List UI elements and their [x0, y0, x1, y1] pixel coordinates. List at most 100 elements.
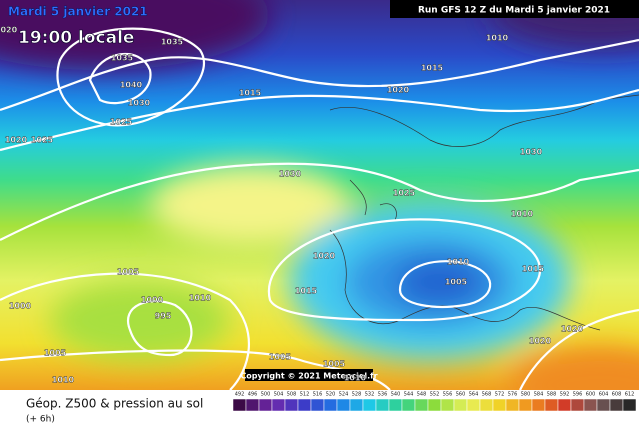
isobar-label: 1025	[110, 118, 133, 127]
isobar-label: 1035	[111, 54, 134, 63]
scale-label: 572	[495, 392, 505, 398]
scale-cell	[544, 398, 559, 412]
scale-cell	[492, 398, 507, 412]
isobar-label: 1005	[269, 353, 292, 362]
time: 19:00 locale	[18, 28, 134, 48]
isobar-label: 1010	[486, 34, 509, 43]
isobar-label: 1010	[447, 258, 470, 267]
isobar-label: 1020	[0, 26, 18, 35]
scale-cell	[245, 398, 260, 412]
scale-cell	[622, 398, 637, 412]
copyright: Copyright © 2021 Meteociel.fr	[240, 372, 377, 381]
isobar-label: 1015	[295, 287, 318, 296]
isobar-label: 1020	[387, 86, 410, 95]
scale-label: 528	[352, 392, 362, 398]
isobar-label: 1035	[161, 38, 184, 47]
isobar-label: 1010	[52, 376, 75, 385]
scale-label: 500	[261, 392, 271, 398]
scale-cell	[388, 398, 403, 412]
scale-label: 496	[248, 392, 258, 398]
scale-label: 592	[560, 392, 570, 398]
isobar-label: 1030	[279, 170, 302, 179]
isobar-label: 1025	[31, 136, 54, 145]
isobar-label: 1025	[393, 189, 416, 198]
scale-cell	[362, 398, 377, 412]
scale-cell	[271, 398, 286, 412]
scale-cell	[401, 398, 416, 412]
scale-cell	[375, 398, 390, 412]
scale-label: 548	[417, 392, 427, 398]
scale-label: 552	[430, 392, 440, 398]
isobar-label: 1005	[117, 268, 140, 277]
scale-label: 516	[313, 392, 323, 398]
scale-label: 576	[508, 392, 518, 398]
scale-cell	[336, 398, 351, 412]
scale-cell	[479, 398, 494, 412]
scale-cell	[557, 398, 572, 412]
isobar-label: 1000	[9, 302, 32, 311]
scale-cell	[284, 398, 299, 412]
scale-cell	[323, 398, 338, 412]
scale-label: 564	[469, 392, 479, 398]
isobar-label: 1010	[189, 294, 212, 303]
run-box	[390, 0, 639, 18]
scale-cell	[258, 398, 273, 412]
scale-label: 556	[443, 392, 453, 398]
isobar-label: 1020	[561, 325, 584, 334]
footer-subtitle: (+ 6h)	[26, 415, 55, 425]
scale-cell	[427, 398, 442, 412]
scale-label: 600	[586, 392, 596, 398]
scale-label: 532	[365, 392, 375, 398]
scale-cell	[414, 398, 429, 412]
scale-label: 540	[391, 392, 401, 398]
isobar-label: 1020	[313, 252, 336, 261]
isobar-label: 1015	[421, 64, 444, 73]
scale-label: 596	[573, 392, 583, 398]
scale-label: 504	[274, 392, 284, 398]
isobar-label: 1010	[511, 210, 534, 219]
scale-cell	[583, 398, 598, 412]
scale-label: 524	[339, 392, 349, 398]
scale-label: 544	[404, 392, 414, 398]
isobar-label: 1015	[239, 89, 262, 98]
footer-title: Géop. Z500 & pression au sol	[26, 397, 203, 411]
isobar-label: 1015	[522, 265, 545, 274]
scale-cell	[440, 398, 455, 412]
scale-cell	[596, 398, 611, 412]
isobar-label: 1020	[529, 337, 552, 346]
scale-cell	[310, 398, 325, 412]
scale-label: 536	[378, 392, 388, 398]
scale-label: 612	[625, 392, 635, 398]
scale-cell	[349, 398, 364, 412]
isobar-label: 1005	[323, 360, 346, 369]
scale-label: 584	[534, 392, 544, 398]
scale-cell	[570, 398, 585, 412]
scale-cell	[297, 398, 312, 412]
scale-label: 560	[456, 392, 466, 398]
scale-label: 492	[235, 392, 245, 398]
isobar-label: 1005	[44, 349, 67, 358]
scale-label: 580	[521, 392, 531, 398]
scale-label: 568	[482, 392, 492, 398]
isobar-label: 1005	[445, 278, 468, 287]
scale-cell	[453, 398, 468, 412]
isobar-label: 995	[155, 312, 172, 321]
scale-label: 588	[547, 392, 557, 398]
scale-cell	[531, 398, 546, 412]
isobar-label: 1020	[5, 136, 28, 145]
title: Mardi 5 janvier 2021	[8, 5, 148, 19]
isobar-label: 1030	[520, 148, 543, 157]
scale-label: 604	[599, 392, 609, 398]
scale-label: 608	[612, 392, 622, 398]
scale-cell	[609, 398, 624, 412]
isobar-label: 1000	[141, 296, 164, 305]
scale-cell	[466, 398, 481, 412]
isobar-label: 1040	[120, 81, 143, 90]
isobar-label: 1030	[128, 99, 151, 108]
run-info: Run GFS 12 Z du Mardi 5 janvier 2021	[418, 6, 610, 16]
isobar-label: 1010	[344, 374, 367, 383]
scale-label: 512	[300, 392, 310, 398]
scale-label: 508	[287, 392, 297, 398]
